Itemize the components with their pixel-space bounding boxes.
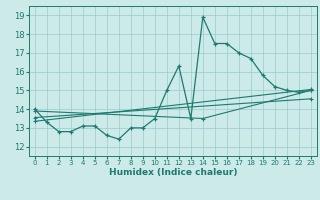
X-axis label: Humidex (Indice chaleur): Humidex (Indice chaleur) [108, 168, 237, 177]
